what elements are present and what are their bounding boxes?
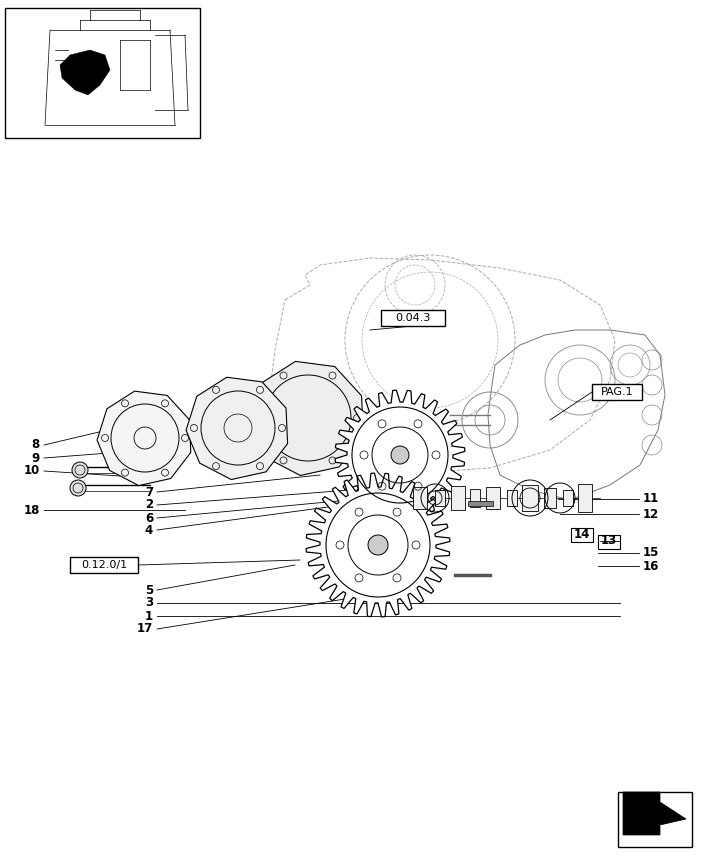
Bar [618,792,692,847]
Bar [435,490,445,506]
Circle shape [72,462,88,478]
Text: 13: 13 [601,534,617,547]
Bar [598,535,620,549]
Text: 1: 1 [145,610,153,623]
Polygon shape [335,390,465,520]
Text: 5: 5 [144,583,153,596]
Text: 15: 15 [643,546,660,559]
Text: 8: 8 [32,438,40,452]
Text: 6: 6 [144,511,153,525]
Text: 11: 11 [643,492,659,505]
Circle shape [70,480,86,496]
Bar [507,490,517,506]
Text: 9: 9 [32,452,40,465]
Bar [5,8,200,138]
Bar [544,488,556,508]
Bar [468,501,493,506]
Polygon shape [306,473,450,617]
Circle shape [368,535,388,555]
Text: 18: 18 [24,503,40,516]
Text: 0.12.0/1: 0.12.0/1 [81,560,127,570]
Bar [381,310,445,326]
Text: PAG.1: PAG.1 [601,387,633,397]
Text: 17: 17 [137,623,153,636]
Circle shape [391,446,409,464]
Bar [563,490,573,506]
Text: 10: 10 [24,465,40,478]
Text: 7: 7 [145,485,153,498]
Text: 2: 2 [145,498,153,511]
Bar [592,384,642,400]
Bar [413,487,427,509]
Polygon shape [60,50,110,95]
Bar [70,557,138,573]
Bar [470,489,480,507]
Text: 0.04.3: 0.04.3 [395,313,430,323]
Bar [451,486,465,510]
Polygon shape [623,792,686,835]
Polygon shape [97,391,191,485]
Text: 16: 16 [643,559,660,572]
Bar [522,485,538,511]
Text: 4: 4 [144,523,153,537]
Text: 3: 3 [145,596,153,610]
Text: 14: 14 [574,527,590,540]
Bar [578,484,592,512]
Bar [571,528,593,542]
Polygon shape [250,362,363,476]
Text: 12: 12 [643,508,659,521]
Polygon shape [186,377,287,479]
Bar [486,487,500,509]
